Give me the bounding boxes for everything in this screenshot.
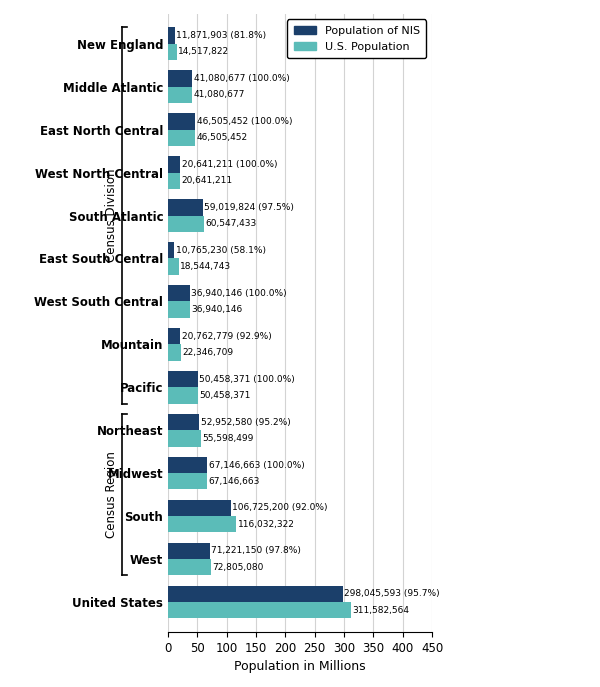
Text: 41,080,677 (100.0%): 41,080,677 (100.0%) bbox=[194, 74, 289, 83]
Bar bbox=[168, 216, 203, 232]
Bar bbox=[168, 243, 175, 258]
Text: 11,871,903 (81.8%): 11,871,903 (81.8%) bbox=[176, 31, 266, 40]
Text: 50,458,371: 50,458,371 bbox=[199, 391, 250, 400]
Text: 20,641,211: 20,641,211 bbox=[182, 177, 233, 185]
Text: 311,582,564: 311,582,564 bbox=[352, 606, 409, 615]
Bar bbox=[168, 302, 190, 317]
Bar bbox=[168, 500, 230, 516]
Text: 71,221,150 (97.8%): 71,221,150 (97.8%) bbox=[211, 546, 301, 555]
Legend: Population of NIS, U.S. Population: Population of NIS, U.S. Population bbox=[287, 19, 427, 58]
Text: 298,045,593 (95.7%): 298,045,593 (95.7%) bbox=[344, 589, 440, 598]
Bar bbox=[168, 602, 351, 618]
Bar bbox=[168, 113, 195, 130]
Text: 18,544,743: 18,544,743 bbox=[181, 262, 232, 271]
Bar bbox=[168, 457, 208, 473]
Text: 67,146,663 (100.0%): 67,146,663 (100.0%) bbox=[209, 460, 305, 469]
Bar bbox=[168, 130, 195, 146]
Bar bbox=[168, 473, 208, 489]
Text: 67,146,663: 67,146,663 bbox=[209, 477, 260, 486]
Bar bbox=[168, 387, 197, 404]
Bar bbox=[168, 344, 181, 361]
Text: 22,346,709: 22,346,709 bbox=[182, 348, 234, 357]
Text: 116,032,322: 116,032,322 bbox=[238, 520, 295, 529]
Bar bbox=[168, 285, 190, 302]
Text: 20,762,779 (92.9%): 20,762,779 (92.9%) bbox=[182, 332, 271, 341]
Bar bbox=[168, 585, 343, 602]
Text: 41,080,677: 41,080,677 bbox=[194, 91, 245, 100]
Bar bbox=[168, 27, 175, 44]
Bar bbox=[168, 258, 179, 275]
Bar bbox=[168, 430, 200, 447]
Bar bbox=[168, 199, 203, 216]
Bar bbox=[168, 87, 192, 103]
Bar bbox=[168, 328, 180, 344]
Text: 46,505,452 (100.0%): 46,505,452 (100.0%) bbox=[197, 117, 292, 126]
Bar bbox=[168, 70, 192, 87]
Text: 59,019,824 (97.5%): 59,019,824 (97.5%) bbox=[204, 203, 294, 212]
Text: 36,940,146 (100.0%): 36,940,146 (100.0%) bbox=[191, 289, 287, 297]
Text: Census Division: Census Division bbox=[105, 169, 118, 262]
Bar bbox=[168, 543, 210, 559]
Text: 60,547,433: 60,547,433 bbox=[205, 219, 256, 228]
Text: 14,517,822: 14,517,822 bbox=[178, 47, 229, 56]
Text: 72,805,080: 72,805,080 bbox=[212, 563, 263, 572]
Text: 52,952,580 (95.2%): 52,952,580 (95.2%) bbox=[200, 418, 290, 427]
Text: 36,940,146: 36,940,146 bbox=[191, 305, 242, 314]
Bar bbox=[168, 44, 176, 60]
Bar bbox=[168, 156, 180, 172]
Text: 106,725,200 (92.0%): 106,725,200 (92.0%) bbox=[232, 504, 328, 513]
Text: 55,598,499: 55,598,499 bbox=[202, 434, 253, 443]
Text: 50,458,371 (100.0%): 50,458,371 (100.0%) bbox=[199, 374, 295, 383]
X-axis label: Population in Millions: Population in Millions bbox=[234, 660, 366, 673]
Text: 10,765,230 (58.1%): 10,765,230 (58.1%) bbox=[176, 246, 266, 255]
Bar bbox=[168, 172, 180, 189]
Text: 46,505,452: 46,505,452 bbox=[197, 133, 248, 142]
Bar bbox=[168, 516, 236, 532]
Bar bbox=[168, 371, 197, 387]
Bar bbox=[168, 559, 211, 576]
Text: Census Region: Census Region bbox=[105, 451, 118, 538]
Bar bbox=[168, 414, 199, 430]
Text: 20,641,211 (100.0%): 20,641,211 (100.0%) bbox=[182, 160, 277, 169]
